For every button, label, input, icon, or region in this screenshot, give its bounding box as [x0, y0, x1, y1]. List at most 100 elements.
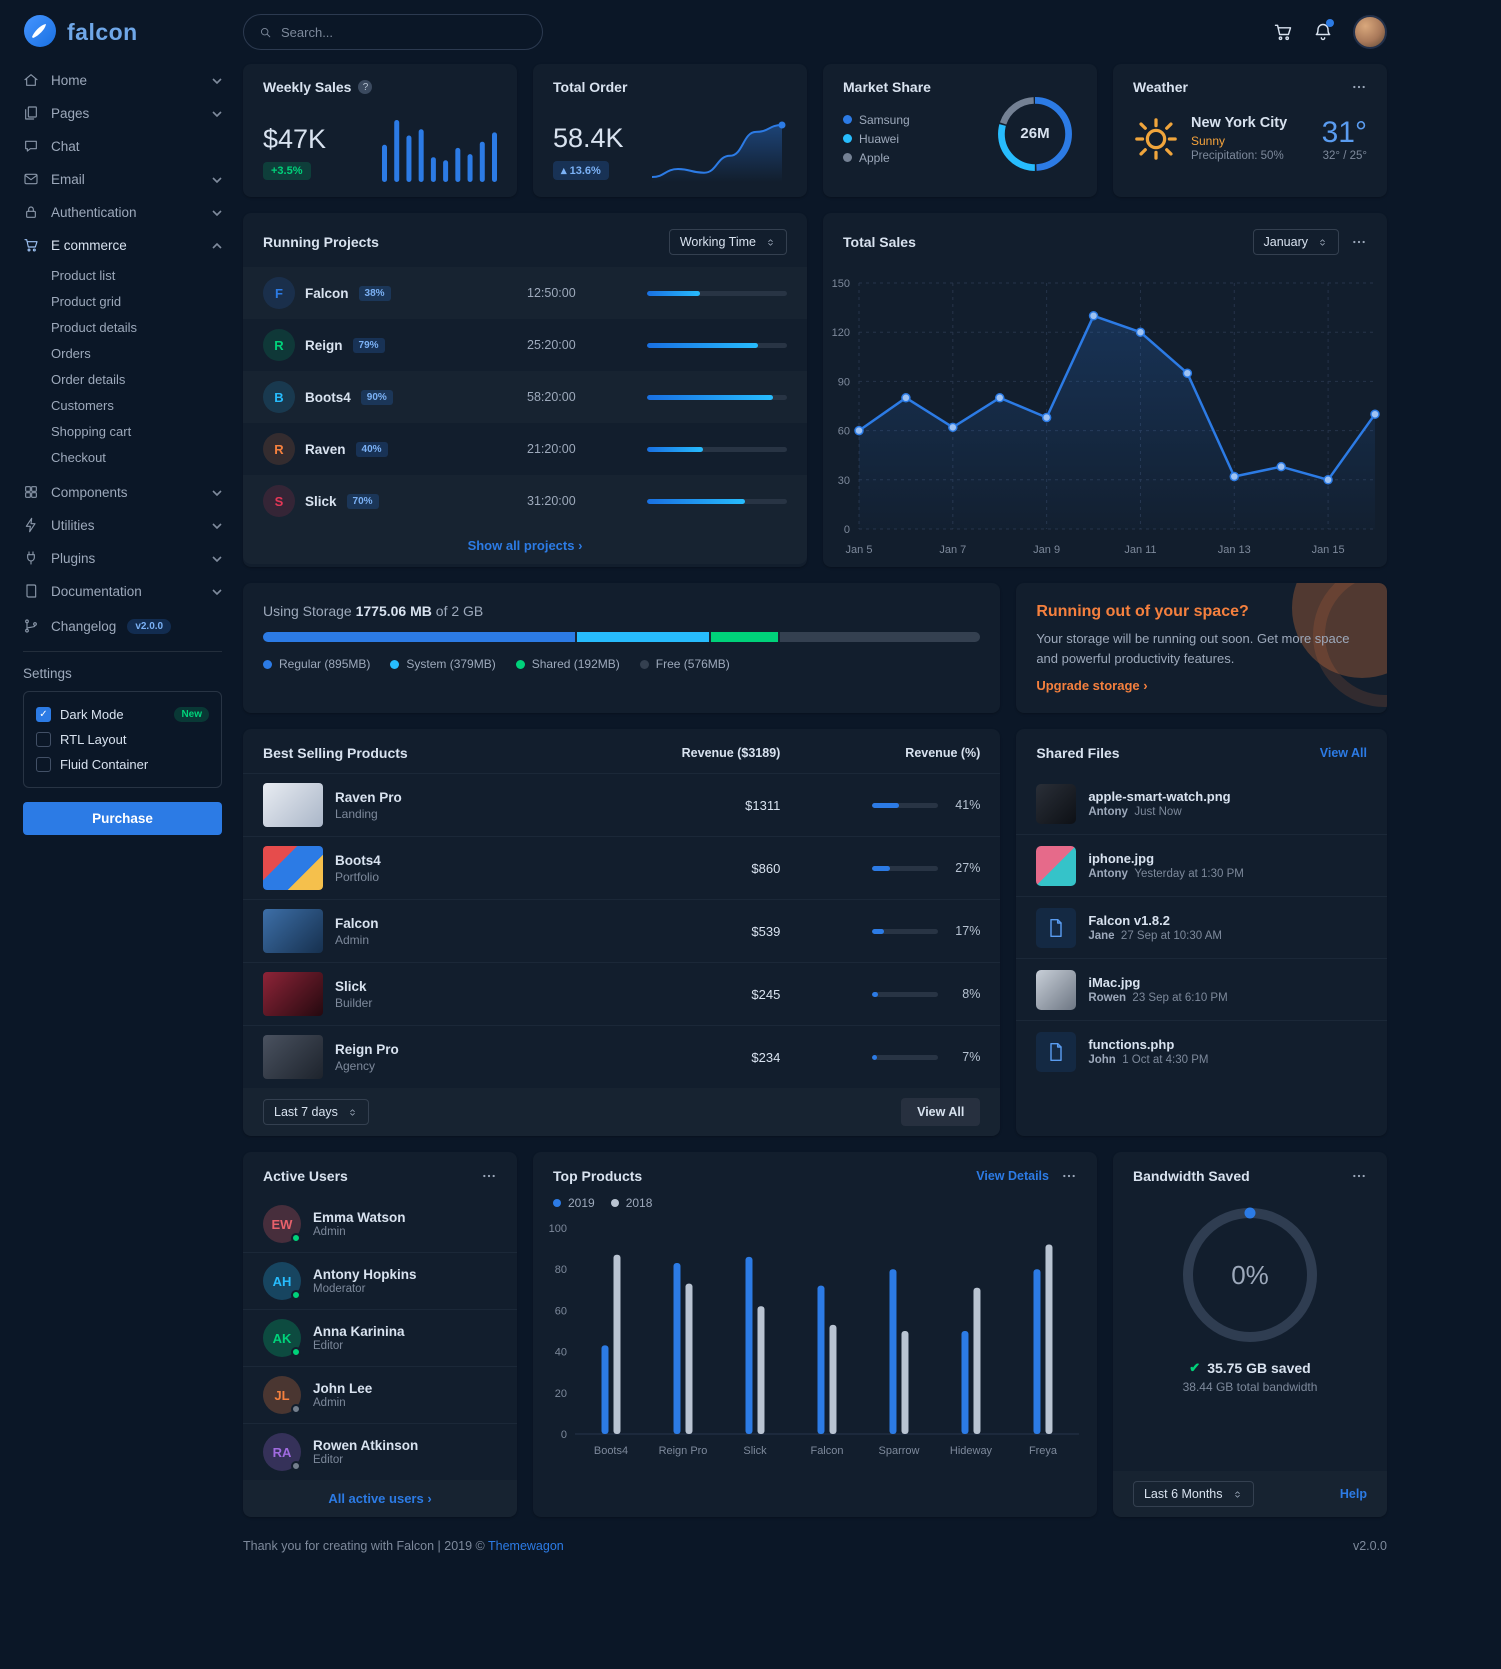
themewagon-link[interactable]: Themewagon: [488, 1539, 564, 1553]
revenue-percent-bar: [872, 865, 939, 871]
file-name[interactable]: iphone.jpg: [1088, 851, 1155, 866]
product-name[interactable]: Boots4: [335, 852, 381, 868]
sort-icon: [1317, 237, 1328, 248]
user-row[interactable]: JL John Lee Admin: [243, 1366, 517, 1423]
product-category[interactable]: Landing: [335, 806, 378, 821]
sidebar-item-email[interactable]: Email: [23, 163, 222, 196]
help-link[interactable]: Help: [1339, 1487, 1367, 1501]
shopping-cart-icon[interactable]: [1273, 22, 1293, 42]
month-select[interactable]: January: [1252, 229, 1339, 255]
view-all-link[interactable]: View All: [1319, 746, 1367, 760]
user-name[interactable]: Rowen Atkinson: [313, 1438, 419, 1453]
sidebar-subitem-product-grid[interactable]: Product grid: [51, 293, 122, 309]
more-menu-button[interactable]: [1351, 234, 1367, 250]
working-time-select[interactable]: Working Time: [668, 229, 787, 255]
view-details-link[interactable]: View Details: [976, 1169, 1049, 1183]
file-row[interactable]: iMac.jpg Rowen 23 Sep at 6:10 PM: [1016, 958, 1387, 1020]
user-row[interactable]: EW Emma Watson Admin: [243, 1196, 517, 1252]
sidebar-item-chat[interactable]: Chat: [23, 130, 222, 163]
legend-dot: [515, 659, 525, 669]
product-thumbnail: [263, 783, 323, 827]
sidebar-item-documentation[interactable]: Documentation: [23, 575, 222, 608]
sidebar-item-pages[interactable]: Pages: [23, 97, 222, 130]
main-content: Weekly Sales ? $47K +3.5% Total Order: [240, 0, 1501, 1591]
file-name[interactable]: Falcon v1.8.2: [1088, 913, 1170, 928]
project-name[interactable]: Raven: [305, 441, 346, 457]
sidebar-subitem-order-details[interactable]: Order details: [51, 371, 126, 387]
show-all-projects-link[interactable]: Show all projects ›: [467, 538, 583, 553]
file-name[interactable]: iMac.jpg: [1088, 975, 1141, 990]
sidebar-item-home[interactable]: Home: [23, 64, 222, 97]
status-dot: [291, 1347, 301, 1357]
legend-item[interactable]: 2018: [610, 1196, 652, 1210]
user-row[interactable]: AH Antony Hopkins Moderator: [243, 1252, 517, 1309]
help-icon[interactable]: ?: [358, 80, 373, 94]
file-row[interactable]: iphone.jpg Antony Yesterday at 1:30 PM: [1016, 834, 1387, 896]
product-name[interactable]: Slick: [335, 978, 367, 994]
user-name[interactable]: John Lee: [313, 1381, 373, 1396]
sidebar-item-authentication[interactable]: Authentication: [23, 196, 222, 229]
project-progress-fill: [647, 394, 773, 400]
more-menu-button[interactable]: [1061, 1168, 1077, 1184]
view-all-button[interactable]: View All: [901, 1098, 981, 1126]
last-6-months-select[interactable]: Last 6 Months: [1132, 1481, 1254, 1507]
upgrade-storage-link[interactable]: Upgrade storage ›: [1036, 678, 1148, 693]
brand-name: falcon: [67, 18, 138, 45]
code-branch-icon: [23, 618, 40, 635]
sidebar-subitem-product-list[interactable]: Product list: [51, 267, 116, 283]
product-category[interactable]: Builder: [335, 995, 373, 1010]
all-active-users-link[interactable]: All active users ›: [328, 1491, 432, 1506]
project-name[interactable]: Reign: [305, 337, 343, 353]
more-menu-button[interactable]: [1351, 79, 1367, 95]
project-name[interactable]: Boots4: [305, 389, 351, 405]
last-7-days-select[interactable]: Last 7 days: [263, 1099, 369, 1125]
svg-text:Jan 7: Jan 7: [939, 544, 966, 556]
product-category[interactable]: Agency: [335, 1058, 376, 1073]
file-row[interactable]: apple-smart-watch.png Antony Just Now: [1016, 773, 1387, 834]
product-name[interactable]: Reign Pro: [335, 1041, 399, 1057]
svg-text:30: 30: [838, 475, 850, 487]
product-category[interactable]: Portfolio: [335, 869, 380, 884]
project-name[interactable]: Slick: [305, 493, 337, 509]
bell-icon[interactable]: [1313, 19, 1334, 42]
user-row[interactable]: RA Rowen Atkinson Editor: [243, 1423, 517, 1480]
purchase-button[interactable]: Purchase: [23, 802, 222, 835]
user-row[interactable]: AK Anna Karinina Editor: [243, 1309, 517, 1366]
sidebar-subitem-customers[interactable]: Customers: [51, 397, 114, 413]
sidebar-item-e-commerce[interactable]: E commerce: [23, 229, 222, 262]
setting-dark-mode[interactable]: ✓ Dark Mode New: [36, 702, 209, 727]
sidebar-subitem-shopping-cart[interactable]: Shopping cart: [51, 423, 132, 439]
setting-rtl-layout[interactable]: RTL Layout: [36, 727, 209, 752]
file-name[interactable]: functions.php: [1088, 1037, 1175, 1052]
user-name[interactable]: Antony Hopkins: [313, 1267, 417, 1282]
chevron-down-icon: [212, 176, 222, 183]
sidebar-item-changelog[interactable]: Changelog v2.0.0: [23, 608, 222, 647]
sidebar-subitem-product-details[interactable]: Product details: [51, 319, 137, 335]
sidebar-submenu: Product list Product grid Product details O…: [23, 262, 222, 476]
search-input[interactable]: [281, 24, 527, 40]
setting-fluid-container[interactable]: Fluid Container: [36, 752, 209, 777]
product-name[interactable]: Falcon: [335, 915, 379, 931]
brand-logo[interactable]: falcon: [23, 0, 222, 64]
more-menu-button[interactable]: [481, 1168, 497, 1184]
sidebar-subitem-checkout[interactable]: Checkout: [51, 449, 106, 465]
sidebar-subitem-orders[interactable]: Orders: [51, 345, 91, 361]
sidebar-item-components[interactable]: Components: [23, 476, 222, 509]
file-row[interactable]: functions.php John 1 Oct at 4:30 PM: [1016, 1020, 1387, 1082]
user-name[interactable]: Emma Watson: [313, 1210, 406, 1225]
chevron-down-icon: [212, 555, 222, 562]
legend-item[interactable]: 2019: [553, 1196, 595, 1210]
project-name[interactable]: Falcon: [305, 285, 349, 301]
file-name[interactable]: apple-smart-watch.png: [1088, 789, 1231, 804]
product-thumbnail: [263, 972, 323, 1016]
product-name[interactable]: Raven Pro: [335, 789, 402, 805]
sidebar-item-utilities[interactable]: Utilities: [23, 509, 222, 542]
chevron-down-icon: [212, 588, 222, 595]
file-row[interactable]: Falcon v1.8.2 Jane 27 Sep at 10:30 AM: [1016, 896, 1387, 958]
more-menu-button[interactable]: [1351, 1168, 1367, 1184]
legend-dot: [843, 153, 852, 162]
sidebar-item-plugins[interactable]: Plugins: [23, 542, 222, 575]
product-category[interactable]: Admin: [335, 932, 370, 947]
user-name[interactable]: Anna Karinina: [313, 1324, 405, 1339]
user-avatar[interactable]: [1353, 15, 1387, 49]
